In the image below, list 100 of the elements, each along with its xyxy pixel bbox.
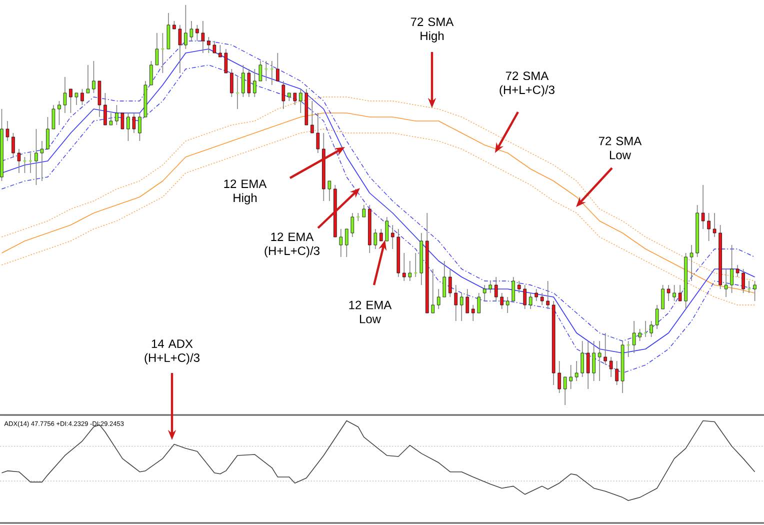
candlestick: [534, 288, 538, 302]
candlestick: [328, 180, 332, 202]
candlestick: [282, 80, 286, 110]
candlestick: [494, 276, 498, 302]
candlestick: [98, 80, 102, 118]
candlestick: [109, 112, 113, 126]
candlestick: [540, 292, 544, 306]
candlestick: [247, 68, 251, 98]
candlestick: [69, 88, 72, 114]
candlestick: [678, 284, 682, 302]
candlestick: [730, 244, 734, 294]
candlestick: [380, 228, 383, 242]
candlestick: [442, 260, 446, 298]
candlestick: [661, 284, 664, 310]
candlestick: [408, 260, 412, 282]
candlestick: [12, 132, 15, 158]
candlestick: [753, 280, 756, 302]
annotation: 72 SMA (H+L+C)/3: [500, 72, 554, 96]
candlestick: [310, 100, 314, 134]
candlestick: [523, 284, 526, 310]
candlestick: [40, 140, 44, 182]
candlestick: [155, 32, 159, 66]
candlestick: [707, 212, 710, 242]
candlestick: [482, 284, 486, 302]
candlestick: [253, 68, 256, 98]
candlestick: [201, 20, 205, 54]
candlestick: [569, 364, 572, 390]
candlestick: [724, 268, 728, 298]
candlestick: [488, 280, 492, 294]
candlestick: [448, 268, 452, 298]
candlestick: [632, 320, 636, 354]
candlestick: [299, 88, 302, 114]
candlestick: [460, 292, 464, 322]
candlestick: [126, 112, 130, 142]
candlestick: [580, 340, 584, 378]
candlestick: [402, 252, 406, 282]
candlestick: [477, 292, 480, 314]
candlestick: [563, 376, 567, 406]
candlestick: [184, 4, 188, 50]
candlestick: [466, 288, 470, 314]
candlestick: [655, 304, 659, 330]
candlestick: [138, 112, 142, 142]
candlestick: [350, 212, 354, 238]
candlestick: [339, 228, 343, 258]
candlestick: [63, 76, 67, 114]
candlestick: [546, 280, 550, 310]
candlestick: [166, 12, 170, 50]
candlestick: [6, 120, 10, 142]
candlestick: [650, 320, 653, 338]
annotation: 72 SMA High: [410, 18, 454, 42]
candlestick: [666, 284, 670, 302]
candlestick: [436, 288, 440, 310]
candlestick: [120, 112, 124, 130]
candlestick: [609, 356, 613, 378]
candlestick: [218, 44, 222, 58]
candlestick: [598, 340, 602, 382]
candlestick: [345, 228, 348, 258]
candlestick: [362, 204, 366, 218]
candlestick: [104, 92, 107, 126]
candlestick: [454, 284, 458, 322]
annotation: 14 ADX (H+L+C)/3: [144, 340, 200, 364]
candlestick: [615, 360, 618, 386]
candlestick: [712, 212, 716, 238]
candlestick: [52, 104, 56, 130]
annotation: 72 SMA Low: [598, 136, 642, 160]
candlestick: [224, 48, 228, 74]
candlestick: [207, 36, 210, 54]
candlestick: [391, 224, 394, 250]
candlestick: [34, 128, 38, 186]
candlestick: [74, 92, 78, 106]
candlestick: [736, 264, 740, 278]
annotation: 12 EMA (H+L+C)/3: [264, 232, 320, 258]
candlestick: [293, 92, 297, 106]
candlestick: [242, 64, 245, 98]
candlestick: [638, 328, 642, 342]
candlestick: [574, 360, 578, 382]
annotation: 12 EMA High: [224, 180, 267, 204]
candlestick: [196, 24, 199, 42]
candlestick: [92, 60, 96, 94]
annotation: 12 EMA Low: [349, 300, 392, 324]
candlestick: [500, 292, 504, 310]
candlestick: [471, 304, 475, 322]
candlestick: [258, 60, 262, 82]
candlestick: [132, 112, 136, 134]
candlestick: [374, 228, 378, 250]
candlestick: [431, 268, 435, 314]
candlestick: [558, 360, 561, 394]
candlestick: [586, 340, 590, 390]
candlestick: [512, 276, 515, 302]
candlestick: [86, 64, 90, 94]
candlestick: [230, 68, 234, 98]
candlestick: [528, 292, 532, 310]
candlestick: [385, 216, 389, 242]
candlestick: [178, 24, 182, 74]
candlestick: [80, 88, 84, 106]
candlestick: [190, 20, 194, 42]
candlestick: [517, 280, 521, 294]
candlestick: [58, 100, 61, 126]
candlestick: [592, 340, 596, 382]
candlestick: [701, 184, 705, 230]
